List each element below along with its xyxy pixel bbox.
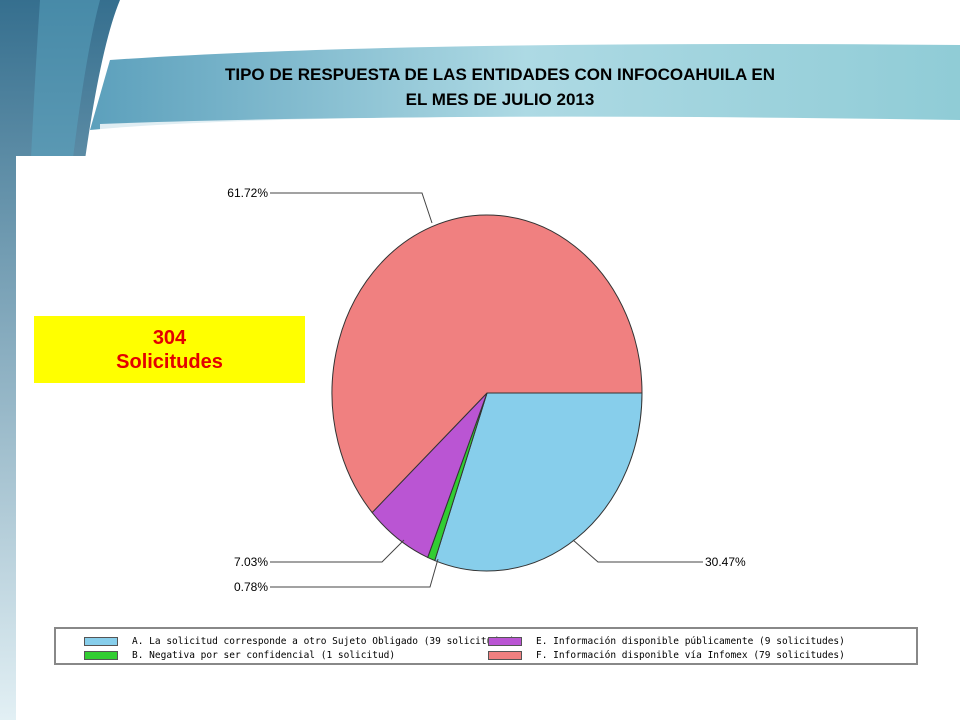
- legend-label-f: F. Información disponible vía Infomex (7…: [536, 650, 845, 661]
- total-requests-label: Solicitudes: [116, 350, 223, 373]
- leader-line-a: [572, 539, 703, 563]
- page-title: TIPO DE RESPUESTA DE LAS ENTIDADES CON I…: [110, 62, 890, 112]
- total-requests-badge: 304 Solicitudes: [34, 316, 305, 383]
- legend-swatch-e: [488, 637, 522, 646]
- legend-swatch-b: [84, 651, 118, 660]
- legend-item-f: F. Información disponible vía Infomex (7…: [488, 649, 845, 662]
- legend-swatch-a: [84, 637, 118, 646]
- legend-item-e: E. Información disponible públicamente (…: [488, 635, 845, 648]
- leader-line-f: [270, 192, 433, 224]
- legend-label-b: B. Negativa por ser confidencial (1 soli…: [132, 650, 396, 661]
- legend-label-e: E. Información disponible públicamente (…: [536, 636, 845, 647]
- slice-label-f: 61.72%: [227, 186, 268, 200]
- total-requests-count: 304: [152, 326, 187, 349]
- leader-line-b: [270, 558, 439, 588]
- page-title-line-1: TIPO DE RESPUESTA DE LAS ENTIDADES CON I…: [224, 65, 776, 84]
- legend-item-b: B. Negativa por ser confidencial (1 soli…: [84, 649, 395, 662]
- slice-label-e: 7.03%: [234, 555, 268, 569]
- leader-line-e: [270, 539, 405, 563]
- slice-label-a: 30.47%: [705, 555, 746, 569]
- page-title-line-2: EL MES DE JULIO 2013: [405, 90, 595, 109]
- pie-slice-f: [331, 214, 643, 514]
- slice-label-b: 0.78%: [234, 580, 268, 594]
- pie-slice-a: [434, 392, 643, 572]
- chart-legend: A. La solicitud corresponde a otro Sujet…: [54, 627, 918, 665]
- legend-swatch-f: [488, 651, 522, 660]
- legend-label-a: A. La solicitud corresponde a otro Sujet…: [132, 636, 516, 647]
- legend-item-a: A. La solicitud corresponde a otro Sujet…: [84, 635, 515, 648]
